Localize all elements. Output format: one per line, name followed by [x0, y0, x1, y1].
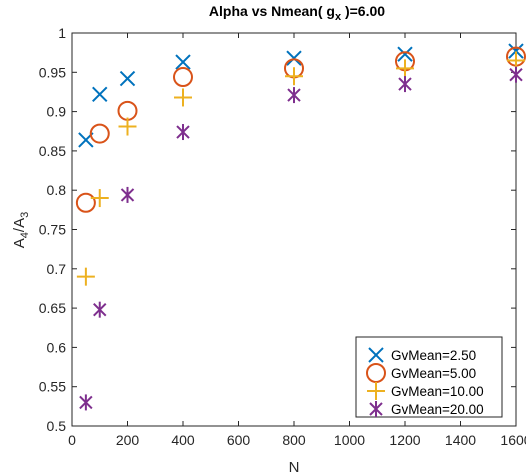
y-tick-label: 0.9	[47, 104, 67, 120]
data-point	[92, 86, 108, 103]
x-tick-label: 0	[68, 432, 76, 448]
data-point	[397, 46, 413, 62]
data-point	[76, 267, 95, 286]
data-point	[93, 301, 107, 318]
data-point	[75, 192, 96, 213]
data-point	[120, 186, 135, 203]
legend-marker	[369, 401, 383, 417]
y-tick-label: 0.8	[47, 182, 67, 198]
legend-label: GvMean=2.50	[391, 348, 476, 363]
data-point	[119, 70, 136, 87]
data-point	[175, 54, 191, 70]
x-tick-label: 200	[116, 432, 140, 448]
x-tick-label: 1200	[389, 432, 420, 448]
data-point	[396, 59, 414, 78]
legend: GvMean=2.50 GvMean=5.00 GvMean=10.00 GvMean…	[355, 336, 503, 418]
data-markers	[75, 43, 526, 411]
y-tick-labels: 0.5 0.55 0.6 0.65 0.7 0.75 0.8 0.85 0.9 0.95 1	[39, 25, 66, 434]
data-point	[398, 76, 412, 93]
data-point	[285, 67, 303, 86]
data-point	[174, 88, 192, 107]
x-tick-label: 1000	[334, 432, 365, 448]
data-point	[286, 50, 302, 66]
data-point	[89, 123, 110, 144]
data-point	[90, 189, 109, 208]
y-tick-label: 0.6	[47, 339, 67, 355]
data-point	[118, 117, 137, 136]
y-tick-label: 0.85	[39, 143, 66, 159]
series-4	[79, 66, 523, 411]
legend-entry: GvMean=10.00	[367, 382, 484, 400]
series-3	[76, 51, 525, 286]
y-tick-label: 0.55	[39, 379, 66, 395]
y-tick-label: 1	[58, 25, 66, 41]
y-tick-label: 0.7	[47, 261, 67, 277]
legend-entry: GvMean=2.50	[368, 347, 476, 363]
x-tick-label: 1400	[445, 432, 476, 448]
legend-entry: GvMean=20.00	[369, 401, 484, 417]
legend-marker	[368, 347, 384, 363]
y-tick-label: 0.65	[39, 300, 66, 316]
x-axis-label: N	[289, 459, 300, 476]
data-point	[509, 66, 523, 83]
x-tick-label: 400	[171, 432, 195, 448]
axis-ticks	[71, 32, 517, 427]
y-axis-label: A4/A3	[11, 212, 31, 248]
y-tick-label: 0.95	[39, 64, 66, 80]
legend-label: GvMean=5.00	[391, 366, 476, 381]
legend-label: GvMean=20.00	[391, 402, 484, 417]
x-tick-label: 800	[282, 432, 306, 448]
data-point	[507, 51, 525, 70]
y-tick-label: 0.75	[39, 222, 66, 238]
legend-label: GvMean=10.00	[391, 384, 484, 399]
series-1	[78, 43, 524, 148]
legend-marker	[367, 382, 385, 400]
x-tick-label: 600	[227, 432, 251, 448]
data-point	[79, 394, 93, 411]
data-point	[508, 43, 524, 59]
series-2	[75, 46, 526, 213]
data-point	[173, 67, 193, 88]
chart-title: Alpha vs Nmean( gx )=6.00	[209, 3, 385, 23]
data-point	[287, 87, 301, 104]
y-tick-label: 0.5	[47, 418, 67, 434]
data-point	[176, 124, 190, 141]
